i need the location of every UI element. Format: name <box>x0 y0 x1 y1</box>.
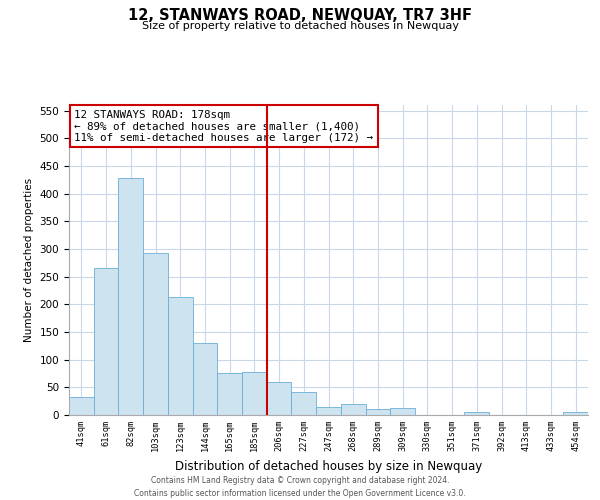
Bar <box>242 372 267 415</box>
Bar <box>267 382 292 415</box>
Bar <box>217 373 242 415</box>
Bar <box>365 410 390 415</box>
Bar <box>118 178 143 415</box>
Bar <box>316 406 341 415</box>
Text: 12 STANWAYS ROAD: 178sqm
← 89% of detached houses are smaller (1,400)
11% of sem: 12 STANWAYS ROAD: 178sqm ← 89% of detach… <box>74 110 373 143</box>
Text: 12, STANWAYS ROAD, NEWQUAY, TR7 3HF: 12, STANWAYS ROAD, NEWQUAY, TR7 3HF <box>128 8 472 22</box>
Bar <box>464 412 489 415</box>
Bar <box>69 398 94 415</box>
Bar <box>94 268 118 415</box>
Bar <box>292 392 316 415</box>
X-axis label: Distribution of detached houses by size in Newquay: Distribution of detached houses by size … <box>175 460 482 472</box>
Bar <box>390 408 415 415</box>
Bar <box>563 412 588 415</box>
Bar <box>341 404 365 415</box>
Text: Size of property relative to detached houses in Newquay: Size of property relative to detached ho… <box>142 21 458 31</box>
Bar <box>168 296 193 415</box>
Text: Contains HM Land Registry data © Crown copyright and database right 2024.
Contai: Contains HM Land Registry data © Crown c… <box>134 476 466 498</box>
Y-axis label: Number of detached properties: Number of detached properties <box>24 178 34 342</box>
Bar <box>143 254 168 415</box>
Bar <box>193 343 217 415</box>
